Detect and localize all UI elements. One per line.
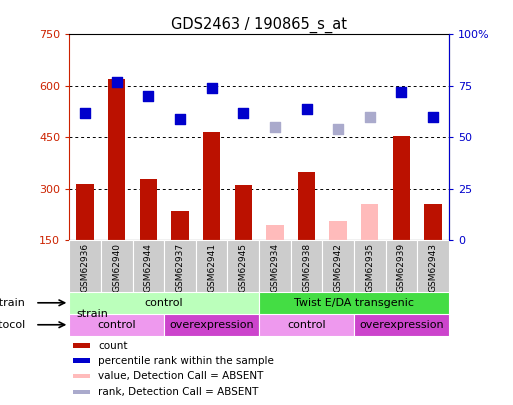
Point xyxy=(239,109,247,116)
Point xyxy=(81,109,89,116)
Point xyxy=(334,126,342,132)
Bar xyxy=(386,240,417,292)
Bar xyxy=(203,132,220,240)
Bar xyxy=(164,314,259,336)
Text: GSM62939: GSM62939 xyxy=(397,243,406,292)
Bar xyxy=(259,314,354,336)
Text: percentile rank within the sample: percentile rank within the sample xyxy=(98,356,274,366)
Text: Twist E/DA transgenic: Twist E/DA transgenic xyxy=(294,298,414,308)
Bar xyxy=(196,240,227,292)
Text: rank, Detection Call = ABSENT: rank, Detection Call = ABSENT xyxy=(98,387,258,397)
Bar xyxy=(322,240,354,292)
Bar xyxy=(73,390,90,394)
Bar xyxy=(69,240,101,292)
Bar xyxy=(69,292,259,314)
Bar xyxy=(227,240,259,292)
Text: overexpression: overexpression xyxy=(169,320,254,330)
Text: GSM62940: GSM62940 xyxy=(112,243,121,292)
Bar xyxy=(259,292,449,314)
Point xyxy=(113,79,121,85)
Bar xyxy=(73,358,90,362)
Bar xyxy=(132,240,164,292)
Text: control: control xyxy=(287,320,326,330)
Text: protocol: protocol xyxy=(0,320,26,330)
Text: strain: strain xyxy=(0,298,26,308)
Bar xyxy=(417,240,449,292)
Bar xyxy=(361,204,379,240)
Bar xyxy=(354,240,386,292)
Text: GSM62941: GSM62941 xyxy=(207,243,216,292)
Text: GSM62945: GSM62945 xyxy=(239,243,248,292)
Point xyxy=(366,113,374,120)
Bar xyxy=(73,343,90,347)
Bar xyxy=(298,172,315,240)
Point xyxy=(302,105,310,112)
Bar xyxy=(259,240,291,292)
Bar xyxy=(108,79,125,240)
Text: strain: strain xyxy=(77,309,109,319)
Text: GSM62936: GSM62936 xyxy=(81,243,90,292)
Bar xyxy=(266,225,284,240)
Point xyxy=(144,93,152,100)
Point xyxy=(397,89,405,95)
Point xyxy=(207,85,215,91)
Text: GSM62943: GSM62943 xyxy=(428,243,438,292)
Bar xyxy=(164,240,196,292)
Text: overexpression: overexpression xyxy=(359,320,444,330)
Title: GDS2463 / 190865_s_at: GDS2463 / 190865_s_at xyxy=(171,17,347,33)
Text: GSM62934: GSM62934 xyxy=(270,243,280,292)
Bar xyxy=(291,240,322,292)
Point xyxy=(176,115,184,122)
Bar xyxy=(393,136,410,240)
Text: GSM62944: GSM62944 xyxy=(144,243,153,292)
Bar xyxy=(69,314,164,336)
Text: count: count xyxy=(98,341,127,350)
Bar xyxy=(76,184,94,240)
Bar xyxy=(73,374,90,378)
Text: GSM62938: GSM62938 xyxy=(302,243,311,292)
Bar xyxy=(171,211,189,240)
Bar xyxy=(234,185,252,240)
Text: value, Detection Call = ABSENT: value, Detection Call = ABSENT xyxy=(98,371,263,381)
Text: GSM62937: GSM62937 xyxy=(175,243,185,292)
Point xyxy=(271,124,279,130)
Bar xyxy=(329,222,347,240)
Text: GSM62942: GSM62942 xyxy=(333,243,343,292)
Text: control: control xyxy=(145,298,184,308)
Point xyxy=(429,113,437,120)
Text: GSM62935: GSM62935 xyxy=(365,243,374,292)
Bar xyxy=(424,204,442,240)
Bar xyxy=(354,314,449,336)
Text: control: control xyxy=(97,320,136,330)
Bar xyxy=(140,179,157,240)
Bar xyxy=(101,240,132,292)
